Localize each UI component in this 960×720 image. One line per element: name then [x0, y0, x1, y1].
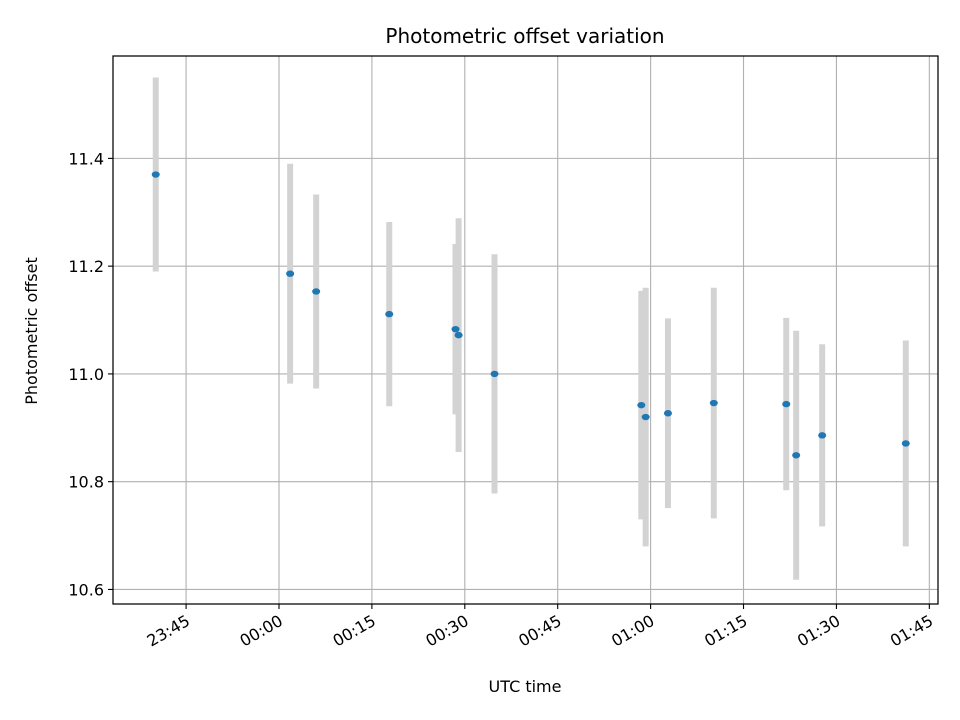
data-point [286, 270, 295, 277]
data-point [663, 410, 672, 417]
data-point [151, 171, 160, 178]
x-axis-label: UTC time [489, 677, 562, 696]
data-point [490, 370, 499, 378]
y-axis-ticks: 10.6 10.8 11.0 11.2 11.4 [68, 149, 113, 599]
data-point [792, 452, 801, 459]
data-point [385, 310, 394, 318]
y-tick-label: 11.2 [68, 257, 104, 276]
y-axis-label: Photometric offset [22, 257, 41, 405]
data-point [641, 413, 650, 421]
data-point [709, 399, 718, 407]
plot-frame [112, 55, 939, 605]
data-point [637, 401, 646, 409]
data-points [151, 171, 910, 459]
data-point [312, 288, 321, 295]
data-point [454, 331, 463, 339]
y-tick-label: 10.8 [68, 473, 104, 492]
grid [113, 56, 938, 604]
chart-title: Photometric offset variation [385, 24, 664, 48]
data-point [901, 440, 910, 447]
data-point [451, 325, 460, 333]
y-tick-label: 10.6 [68, 580, 104, 599]
data-point [818, 432, 827, 439]
y-tick-label: 11.0 [68, 365, 104, 384]
data-point [782, 400, 791, 408]
y-tick-label: 11.4 [68, 149, 104, 168]
